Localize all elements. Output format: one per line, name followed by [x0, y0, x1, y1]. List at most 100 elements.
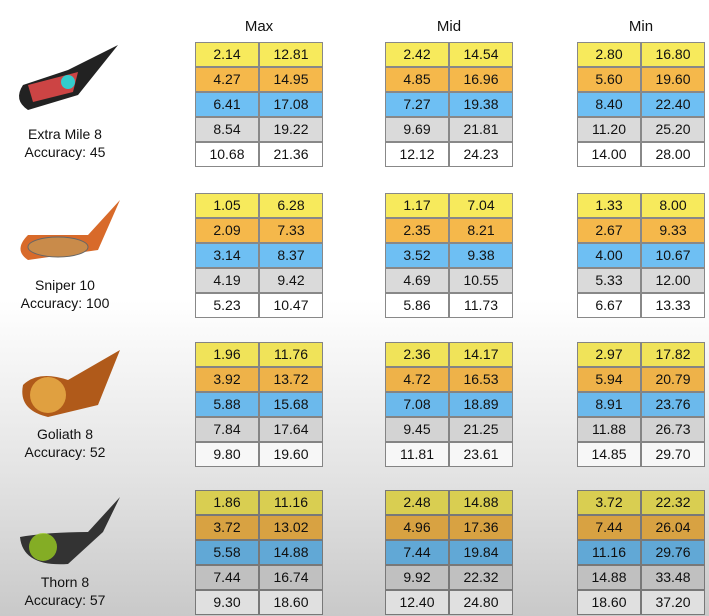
- table-cell: 2.36: [385, 342, 449, 367]
- table-cell: 15.68: [259, 392, 323, 417]
- table-cell: 9.33: [641, 218, 705, 243]
- table-cell: 9.45: [385, 417, 449, 442]
- table-cell: 3.72: [195, 515, 259, 540]
- table-cell: 13.02: [259, 515, 323, 540]
- table-cell: 1.96: [195, 342, 259, 367]
- table-cell: 4.27: [195, 67, 259, 92]
- table-cell: 26.73: [641, 417, 705, 442]
- table-cell: 1.17: [385, 193, 449, 218]
- table-cell: 7.84: [195, 417, 259, 442]
- table-cell: 22.32: [641, 490, 705, 515]
- table-cell: 3.92: [195, 367, 259, 392]
- table-cell: 28.00: [641, 142, 705, 167]
- table-cell: 2.09: [195, 218, 259, 243]
- table-cell: 12.81: [259, 42, 323, 67]
- table-cell: 16.53: [449, 367, 513, 392]
- table-cell: 4.19: [195, 268, 259, 293]
- table-cell: 17.82: [641, 342, 705, 367]
- table-cell: 4.69: [385, 268, 449, 293]
- table-cell: 9.38: [449, 243, 513, 268]
- table-cell: 25.20: [641, 117, 705, 142]
- table-cell: 20.79: [641, 367, 705, 392]
- table-cell: 3.14: [195, 243, 259, 268]
- table-cell: 2.97: [577, 342, 641, 367]
- table-cell: 11.16: [577, 540, 641, 565]
- club-accuracy: Accuracy: 100: [20, 295, 110, 311]
- table-cell: 14.85: [577, 442, 641, 467]
- table-cell: 11.73: [449, 293, 513, 318]
- table-cell: 7.44: [385, 540, 449, 565]
- club-name: Thorn 8: [40, 574, 90, 590]
- table-cell: 9.92: [385, 565, 449, 590]
- table-cell: 18.60: [577, 590, 641, 615]
- table-cell: 14.88: [577, 565, 641, 590]
- table-cell: 2.67: [577, 218, 641, 243]
- table-cell: 23.61: [449, 442, 513, 467]
- table-cell: 13.33: [641, 293, 705, 318]
- table-cell: 21.81: [449, 117, 513, 142]
- table-cell: 19.22: [259, 117, 323, 142]
- table-cell: 14.00: [577, 142, 641, 167]
- table-cell: 5.88: [195, 392, 259, 417]
- table-cell: 1.86: [195, 490, 259, 515]
- table-cell: 5.33: [577, 268, 641, 293]
- table-cell: 7.44: [195, 565, 259, 590]
- table-cell: 16.74: [259, 565, 323, 590]
- column-header: Mid: [436, 18, 462, 35]
- table-cell: 4.00: [577, 243, 641, 268]
- table-cell: 21.25: [449, 417, 513, 442]
- table-cell: 26.04: [641, 515, 705, 540]
- table-cell: 6.67: [577, 293, 641, 318]
- table-cell: 5.86: [385, 293, 449, 318]
- table-cell: 8.21: [449, 218, 513, 243]
- table-cell: 8.54: [195, 117, 259, 142]
- table-cell: 2.80: [577, 42, 641, 67]
- table-cell: 7.08: [385, 392, 449, 417]
- table-cell: 14.88: [449, 490, 513, 515]
- club-accuracy: Accuracy: 57: [24, 592, 106, 608]
- table-cell: 10.67: [641, 243, 705, 268]
- table-cell: 5.23: [195, 293, 259, 318]
- table-cell: 11.88: [577, 417, 641, 442]
- table-cell: 2.35: [385, 218, 449, 243]
- column-header: Max: [244, 18, 274, 35]
- club-accuracy: Accuracy: 52: [24, 444, 106, 460]
- table-cell: 12.00: [641, 268, 705, 293]
- table-cell: 21.36: [259, 142, 323, 167]
- club-icon: [19, 45, 118, 110]
- table-cell: 12.12: [385, 142, 449, 167]
- table-cell: 14.88: [259, 540, 323, 565]
- table-cell: 4.85: [385, 67, 449, 92]
- table-cell: 8.00: [641, 193, 705, 218]
- table-cell: 2.14: [195, 42, 259, 67]
- column-header: Min: [628, 18, 654, 35]
- table-cell: 29.76: [641, 540, 705, 565]
- table-cell: 12.40: [385, 590, 449, 615]
- table-cell: 4.96: [385, 515, 449, 540]
- table-cell: 16.96: [449, 67, 513, 92]
- table-cell: 9.30: [195, 590, 259, 615]
- table-cell: 1.05: [195, 193, 259, 218]
- table-cell: 6.41: [195, 92, 259, 117]
- table-cell: 17.08: [259, 92, 323, 117]
- table-cell: 5.60: [577, 67, 641, 92]
- club-icon: [20, 497, 120, 565]
- table-cell: 8.91: [577, 392, 641, 417]
- club-name: Extra Mile 8: [28, 126, 102, 142]
- table-cell: 5.58: [195, 540, 259, 565]
- table-cell: 3.52: [385, 243, 449, 268]
- table-cell: 1.33: [577, 193, 641, 218]
- table-cell: 11.20: [577, 117, 641, 142]
- table-cell: 29.70: [641, 442, 705, 467]
- table-cell: 8.40: [577, 92, 641, 117]
- table-cell: 14.95: [259, 67, 323, 92]
- table-cell: 17.36: [449, 515, 513, 540]
- table-cell: 23.76: [641, 392, 705, 417]
- table-cell: 9.80: [195, 442, 259, 467]
- table-cell: 19.60: [259, 442, 323, 467]
- table-cell: 7.27: [385, 92, 449, 117]
- table-cell: 11.81: [385, 442, 449, 467]
- club-name: Goliath 8: [36, 426, 94, 442]
- table-cell: 9.69: [385, 117, 449, 142]
